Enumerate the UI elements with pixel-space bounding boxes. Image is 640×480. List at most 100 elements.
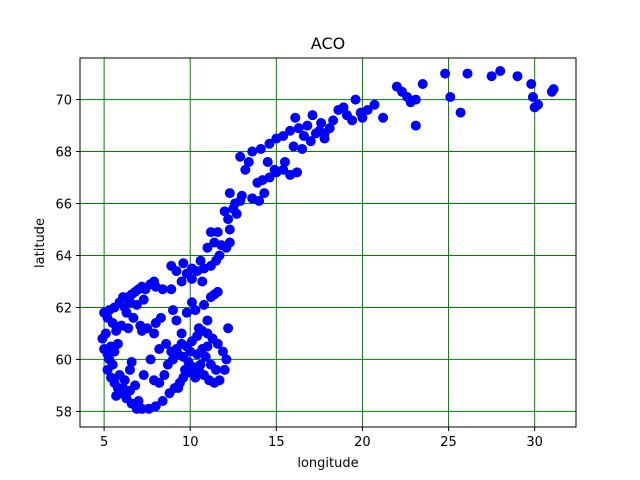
data-point xyxy=(205,227,216,238)
data-point xyxy=(254,195,265,206)
data-point xyxy=(319,128,330,139)
grid-lines xyxy=(80,58,576,427)
data-point xyxy=(154,377,165,388)
data-point xyxy=(186,297,197,308)
x-tick-label: 25 xyxy=(440,435,457,450)
x-axis-label: longitude xyxy=(297,456,358,471)
data-point xyxy=(193,323,204,334)
data-point xyxy=(259,188,270,199)
data-point xyxy=(123,323,134,334)
data-point xyxy=(112,338,123,349)
x-tick-label: 15 xyxy=(268,435,285,450)
data-point xyxy=(176,276,187,287)
data-point xyxy=(526,78,537,89)
data-point xyxy=(121,307,132,318)
data-point xyxy=(224,224,235,235)
data-point xyxy=(316,117,327,128)
data-point xyxy=(224,188,235,199)
data-point xyxy=(138,370,149,381)
data-point xyxy=(190,305,201,316)
data-point xyxy=(247,146,258,157)
y-axis-label: latitude xyxy=(33,218,48,268)
data-point xyxy=(161,338,172,349)
data-point xyxy=(200,351,211,362)
y-tick-label: 66 xyxy=(55,198,72,213)
data-point xyxy=(168,305,178,316)
data-point xyxy=(212,227,223,238)
data-point xyxy=(292,167,302,178)
axis-ticks: 5 10 15 20 25 30 58 60 62 64 66 68 70 xyxy=(55,94,542,450)
data-point xyxy=(486,71,497,82)
data-point xyxy=(243,156,254,167)
data-point xyxy=(350,94,361,105)
data-point xyxy=(264,138,275,149)
data-point xyxy=(219,364,230,375)
data-point xyxy=(221,354,232,365)
data-point xyxy=(297,143,308,154)
y-tick-label: 68 xyxy=(55,146,72,161)
data-point xyxy=(214,375,225,386)
data-point xyxy=(107,318,118,329)
data-point xyxy=(240,164,251,175)
data-point xyxy=(195,255,206,266)
data-point xyxy=(185,346,196,357)
data-point xyxy=(278,130,289,141)
data-point xyxy=(285,125,296,136)
data-point xyxy=(224,237,235,248)
data-points xyxy=(97,65,559,414)
data-point xyxy=(347,115,358,126)
data-point xyxy=(298,130,309,141)
data-point xyxy=(269,164,280,175)
data-point xyxy=(495,65,506,76)
data-point xyxy=(302,120,313,131)
data-point xyxy=(171,315,182,326)
data-point xyxy=(462,68,473,79)
data-point xyxy=(202,341,213,352)
data-point xyxy=(128,312,139,323)
y-tick-label: 70 xyxy=(55,94,72,109)
y-tick-label: 60 xyxy=(55,353,72,368)
data-point xyxy=(455,107,466,118)
data-point xyxy=(293,123,304,134)
data-point xyxy=(178,258,189,269)
data-point xyxy=(137,325,147,336)
data-point xyxy=(166,346,177,357)
data-point xyxy=(178,372,189,383)
data-point xyxy=(157,284,168,295)
data-point xyxy=(124,364,135,375)
data-point xyxy=(126,357,137,368)
data-point xyxy=(231,208,242,219)
data-point xyxy=(211,364,222,375)
data-point xyxy=(111,390,122,401)
data-point xyxy=(362,104,373,115)
data-point xyxy=(219,206,230,217)
data-point xyxy=(149,328,160,339)
x-tick-label: 10 xyxy=(182,435,199,450)
x-tick-label: 20 xyxy=(354,435,371,450)
data-point xyxy=(338,102,349,113)
data-point xyxy=(230,198,240,209)
data-point xyxy=(369,99,380,110)
data-point xyxy=(199,299,209,310)
data-point xyxy=(131,299,142,310)
data-point xyxy=(223,323,234,334)
data-point xyxy=(262,156,273,167)
chart-title: ACO xyxy=(311,34,345,53)
data-point xyxy=(278,164,289,175)
data-point xyxy=(264,172,275,183)
data-point xyxy=(417,78,428,89)
data-point xyxy=(410,120,421,131)
data-point xyxy=(288,141,299,152)
data-point xyxy=(180,364,191,375)
data-point xyxy=(176,328,187,339)
x-tick-label: 30 xyxy=(526,435,543,450)
data-point xyxy=(305,136,316,147)
data-point xyxy=(195,359,206,370)
data-point xyxy=(130,380,141,391)
data-point xyxy=(137,403,147,414)
x-tick-label: 5 xyxy=(100,435,108,450)
data-point xyxy=(186,273,197,284)
data-point xyxy=(548,84,559,95)
data-point xyxy=(445,91,456,102)
